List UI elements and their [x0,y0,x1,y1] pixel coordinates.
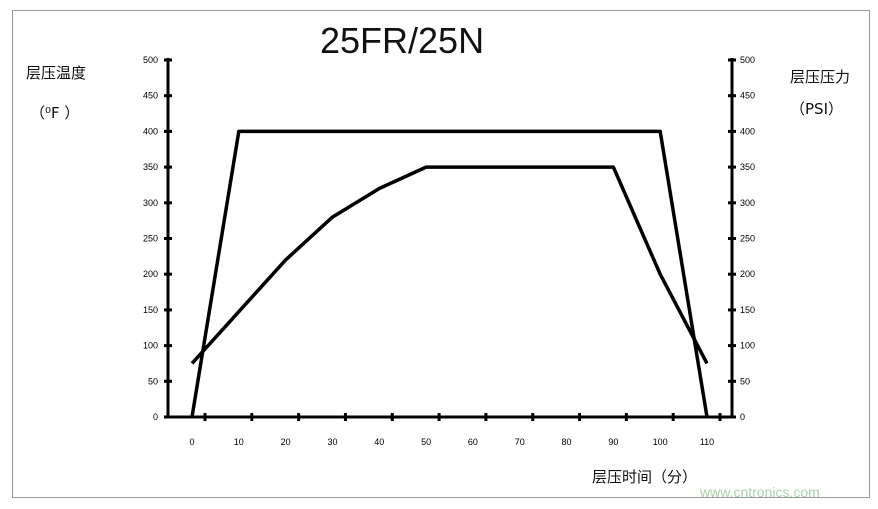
x-tick-label: 30 [327,437,337,447]
left-y-tick-label: 100 [143,341,158,351]
x-axis-label: 层压时间（分） [592,468,698,486]
x-tick-label: 10 [234,437,244,447]
x-tick-label: 90 [608,437,618,447]
right-axis-label: 层压压力 [790,68,851,86]
x-tick-label: 40 [374,437,384,447]
x-tick-label: 60 [468,437,478,447]
x-tick-label: 0 [189,437,194,447]
right-y-tick-label: 400 [740,126,755,136]
right-y-tick-label: 200 [740,269,755,279]
left-y-tick-label: 500 [143,55,158,65]
left-axis-unit: （⁰F ） [30,104,80,122]
right-y-tick-label: 100 [740,341,755,351]
right-y-tick-label: 50 [740,376,750,386]
x-tick-label: 110 [700,437,714,447]
right-y-tick-label: 300 [740,198,755,208]
right-y-tick-label: 450 [740,91,755,101]
series-line-1 [190,129,709,418]
watermark: www.cntronics.com [700,484,820,500]
left-y-tick-label: 400 [143,126,158,136]
right-y-tick-label: 500 [740,55,755,65]
right-y-tick-label: 150 [740,305,755,315]
x-tick-label: 100 [653,437,668,447]
left-axis-label: 层压温度 [26,64,87,82]
x-tick-label: 50 [421,437,431,447]
right-y-tick-label: 0 [740,412,745,422]
right-y-tick-label: 350 [740,162,755,172]
left-y-tick-label: 50 [148,376,158,386]
x-tick-label: 80 [562,437,572,447]
right-y-tick-label: 250 [740,234,755,244]
series-line-2 [190,165,709,365]
left-y-tick-label: 300 [143,198,158,208]
chart-title: 25FR/25N [320,20,485,61]
chart-frame [12,10,870,498]
left-y-tick-label: 0 [153,412,158,422]
left-y-tick-label: 150 [143,305,158,315]
x-tick-label: 70 [515,437,525,447]
left-y-tick-label: 200 [143,269,158,279]
left-y-tick-label: 250 [143,234,158,244]
left-y-tick-label: 350 [143,162,158,172]
left-y-tick-label: 450 [143,91,158,101]
right-axis-unit: （PSI） [790,100,843,118]
x-tick-label: 20 [281,437,291,447]
